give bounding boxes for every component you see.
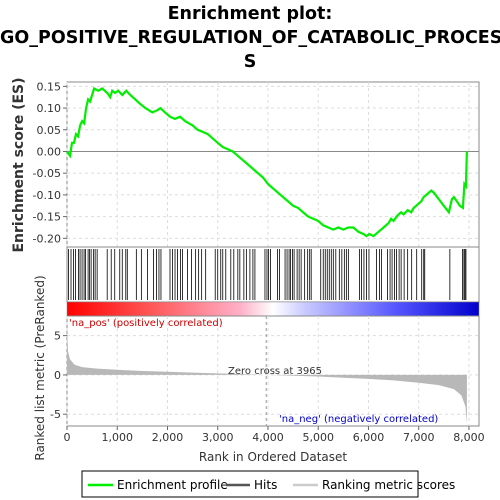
es-y-tick-label: -0.05 bbox=[33, 167, 61, 180]
enrichment-profile-line bbox=[66, 86, 468, 238]
es-y-tick-label: -0.15 bbox=[33, 211, 61, 224]
x-tick-label: 5,000 bbox=[302, 431, 334, 444]
x-tick-label: 2,000 bbox=[152, 431, 184, 444]
x-tick-label: 4,000 bbox=[252, 431, 284, 444]
chart-title: Enrichment plot: GO_POSITIVE_REGULATION_… bbox=[0, 2, 500, 74]
es-y-tick-label: 0.15 bbox=[37, 80, 62, 93]
x-tick-label: 6,000 bbox=[353, 431, 385, 444]
x-axis-label: Rank in Ordered Dataset bbox=[199, 450, 347, 464]
legend-enrichment-label: Enrichment profile bbox=[117, 478, 228, 492]
neg-label: 'na_neg' (negatively correlated) bbox=[279, 414, 438, 425]
es-y-tick-label: -0.10 bbox=[33, 189, 61, 202]
hit-markers bbox=[68, 249, 467, 300]
es-y-axis-label: Enrichment score (ES) bbox=[11, 77, 27, 252]
es-y-tick-label: 0.00 bbox=[37, 145, 62, 158]
es-y-ticks: 0.15 0.10 0.05 0.00 -0.05 -0.10 -0.15 -0.20 bbox=[33, 80, 67, 245]
title-line-2: GO_POSITIVE_REGULATION_OF_CATABOLIC_PROC… bbox=[0, 28, 500, 48]
es-y-tick-label: 0.05 bbox=[37, 124, 62, 137]
legend-metric-label: Ranking metric scores bbox=[322, 478, 455, 492]
hits-panel bbox=[66, 246, 480, 303]
metric-y-tick-label: -5 bbox=[50, 408, 61, 421]
title-line-1: Enrichment plot: bbox=[167, 4, 333, 24]
x-tick-label: 3,000 bbox=[202, 431, 234, 444]
ranking-heatmap-bar bbox=[66, 301, 480, 317]
x-tick-label: 7,000 bbox=[403, 431, 435, 444]
x-axis-ticks: 0 1,000 2,000 3,000 4,000 5,000 6,000 7,000 8,00… bbox=[64, 426, 485, 444]
es-y-tick-label: -0.20 bbox=[33, 232, 61, 245]
metric-y-axis-label: Ranked list metric (PreRanked) bbox=[33, 275, 47, 460]
x-tick-label: 8,000 bbox=[453, 431, 485, 444]
metric-y-tick-label: 0 bbox=[54, 369, 61, 382]
title-line-3: S bbox=[243, 52, 257, 72]
ranking-metric-area bbox=[67, 326, 467, 424]
legend: Enrichment profile Hits Ranking metric s… bbox=[81, 470, 455, 498]
legend-hits-label: Hits bbox=[254, 478, 277, 492]
metric-y-tick-label: 5 bbox=[54, 330, 61, 343]
metric-y-ticks: 5 0 -5 bbox=[50, 330, 67, 421]
es-panel bbox=[66, 81, 480, 248]
pos-label: 'na_pos' (positively correlated) bbox=[69, 318, 223, 329]
es-y-tick-label: 0.10 bbox=[37, 102, 62, 115]
zero-cross-label: Zero cross at 3965 bbox=[228, 366, 322, 377]
x-tick-label: 1,000 bbox=[101, 431, 133, 444]
x-tick-label: 0 bbox=[64, 431, 71, 444]
